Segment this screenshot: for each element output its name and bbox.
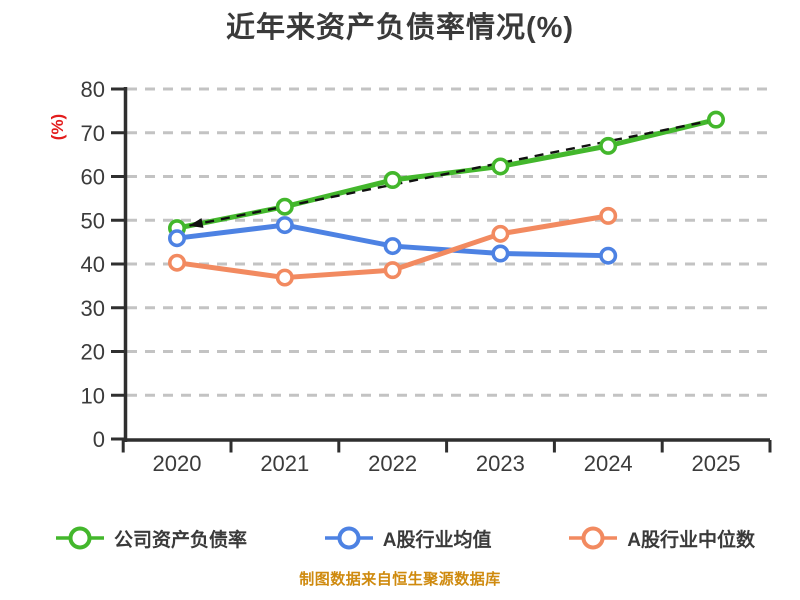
trend-arrow-group: [176, 118, 717, 230]
y-tick-label: 50: [81, 208, 105, 233]
data-point-marker: [275, 268, 294, 287]
data-point-marker: [599, 246, 618, 265]
y-tick-label: 80: [81, 77, 105, 102]
data-point-marker: [275, 216, 294, 235]
x-tick-label: 2023: [476, 451, 525, 476]
legend-item-industry-mean: A股行业均值: [324, 525, 492, 552]
y-tick-label: 40: [81, 252, 105, 277]
data-point-marker: [491, 157, 510, 176]
data-point-marker: [599, 136, 618, 155]
trend-arrowhead-icon: [188, 218, 204, 228]
data-point-marker: [491, 224, 510, 243]
data-point-marker: [706, 110, 725, 129]
y-axis-label: (%): [48, 114, 67, 140]
y-tick-label: 10: [81, 383, 105, 408]
x-tick-label: 2025: [692, 451, 741, 476]
x-tick-label: 2020: [153, 451, 202, 476]
data-point-marker: [491, 244, 510, 263]
data-point-marker: [599, 206, 618, 225]
y-tick-label: 60: [81, 165, 105, 190]
legend-line-marker-icon: [324, 526, 373, 550]
series-lines-group: [174, 117, 719, 281]
tick-labels-group: 0 10 20 30 40 50 60 70 80 2020 2021 2022 2023 2024 202…: [81, 77, 741, 476]
legend-line-marker-icon: [569, 526, 618, 550]
data-point-marker: [383, 261, 402, 280]
gridlines-group: [127, 87, 770, 397]
chart-title: 近年来资产负债率情况(%): [225, 12, 575, 44]
data-point-marker: [275, 197, 294, 216]
data-point-marker: [168, 229, 187, 248]
y-tick-label: 0: [93, 427, 105, 452]
legend-label: 公司资产负债率: [114, 529, 248, 551]
axes-group: [111, 87, 772, 453]
y-tick-label: 70: [81, 121, 105, 146]
data-point-marker: [168, 253, 187, 272]
legend-label: A股行业中位数: [627, 529, 755, 551]
trend-dashed-line: [176, 118, 717, 230]
data-point-marker: [383, 171, 402, 190]
data-point-marker: [383, 237, 402, 256]
x-tick-label: 2024: [584, 451, 633, 476]
legend: 公司资产负债率 A股行业均值 A股行业中位数: [55, 516, 755, 560]
data-markers-group: [168, 110, 725, 287]
legend-item-company-ratio: 公司资产负债率: [55, 525, 247, 552]
y-tick-label: 30: [81, 296, 105, 321]
legend-line-marker-icon: [56, 526, 104, 550]
y-tick-label: 20: [81, 340, 105, 365]
x-tick-label: 2021: [260, 451, 309, 476]
x-tick-label: 2022: [368, 451, 417, 476]
legend-item-industry-median: A股行业中位数: [568, 525, 755, 552]
plot-area: (%) 0 10 20 30 40 50 60 70 80 2020 2021 2022 2023 202…: [48, 77, 772, 476]
data-source-note: 制图数据来自恒生聚源数据库: [299, 571, 501, 588]
legend-label: A股行业均值: [382, 529, 492, 551]
